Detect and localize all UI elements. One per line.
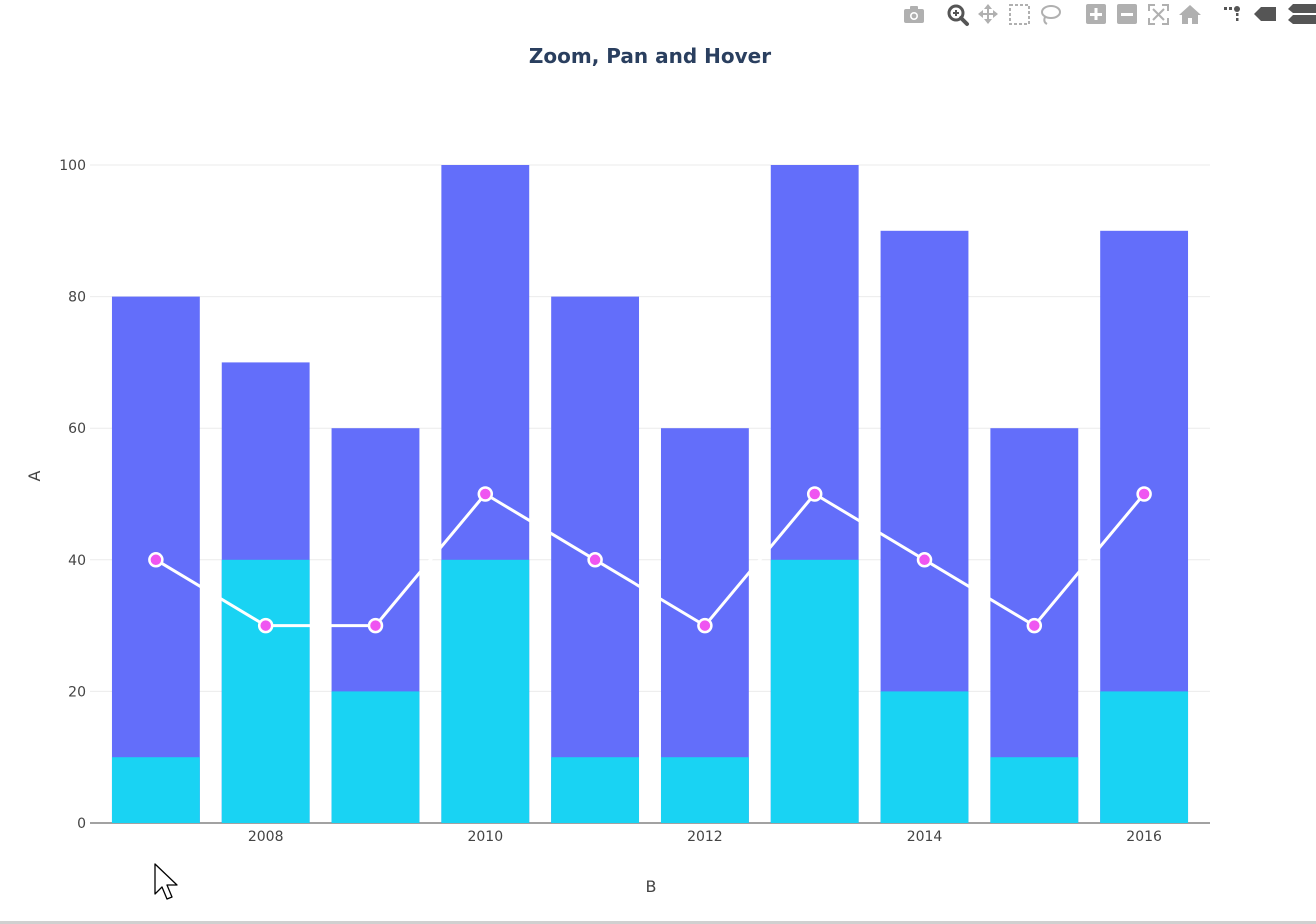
x-tick-label: 2012 xyxy=(687,829,723,845)
line-point-2007 xyxy=(148,552,164,568)
bar-series2-2016 xyxy=(1100,691,1189,823)
bar-series2-2012 xyxy=(660,757,749,823)
x-axis-title: B xyxy=(646,877,657,896)
zoom-in-icon[interactable] xyxy=(1086,4,1106,24)
y-tick-label: 40 xyxy=(68,553,86,569)
bar-series2-2013 xyxy=(770,559,859,823)
x-tick-label: 2010 xyxy=(467,829,503,845)
bottom-divider xyxy=(0,921,1316,924)
line-point-2014 xyxy=(916,552,933,568)
bar-series2-2010 xyxy=(441,559,530,823)
line-path xyxy=(155,492,1146,628)
bar-series2-2011 xyxy=(551,757,640,823)
line-point-2016 xyxy=(1136,486,1152,502)
line-point-2013 xyxy=(806,486,823,502)
line-series xyxy=(148,486,1152,634)
zoom-out-icon[interactable] xyxy=(1117,4,1137,24)
bar-series2-2007 xyxy=(111,757,200,823)
bar-series2-2015 xyxy=(990,757,1079,823)
y-tick-label: 80 xyxy=(68,290,86,306)
x-tick-label: 2016 xyxy=(1126,829,1162,845)
autoscale-icon[interactable] xyxy=(1148,4,1169,25)
lasso-select-icon[interactable] xyxy=(1041,5,1061,25)
line-point-2010 xyxy=(477,486,494,502)
hover-closest-icon[interactable] xyxy=(1254,7,1276,21)
x-tick-label: 2008 xyxy=(248,829,284,845)
line-point-2009 xyxy=(367,617,384,634)
hover-compare-icon[interactable] xyxy=(1288,4,1316,24)
spike-lines-icon[interactable] xyxy=(1224,6,1240,21)
y-tick-label: 60 xyxy=(68,421,86,437)
zoom-icon[interactable] xyxy=(947,4,969,26)
camera-icon[interactable] xyxy=(904,6,924,23)
box-select-icon[interactable] xyxy=(1009,4,1030,25)
y-tick-label: 0 xyxy=(77,816,86,832)
bar-series2-2008 xyxy=(221,559,310,823)
chart-title: Zoom, Pan and Hover xyxy=(529,44,771,68)
bars xyxy=(111,165,1189,824)
bar-series2-2014 xyxy=(880,691,969,823)
y-tick-label: 20 xyxy=(68,684,86,700)
pan-icon[interactable] xyxy=(978,4,998,24)
y-axis-title: A xyxy=(25,470,44,481)
line-point-2012 xyxy=(697,617,713,634)
y-tick-label: 100 xyxy=(59,158,86,174)
home-icon[interactable] xyxy=(1179,5,1201,24)
mouse-cursor-icon xyxy=(154,863,178,900)
modebar xyxy=(904,4,1316,26)
line-point-2008 xyxy=(257,617,274,634)
line-point-2015 xyxy=(1026,617,1043,634)
x-axis: 2008 2010 2012 2014 2016 xyxy=(248,829,1162,845)
y-axis: 0 20 40 60 80 100 xyxy=(59,158,86,832)
bar-series2-2009 xyxy=(331,691,420,823)
line-point-2011 xyxy=(587,552,603,568)
x-tick-label: 2014 xyxy=(907,829,943,845)
